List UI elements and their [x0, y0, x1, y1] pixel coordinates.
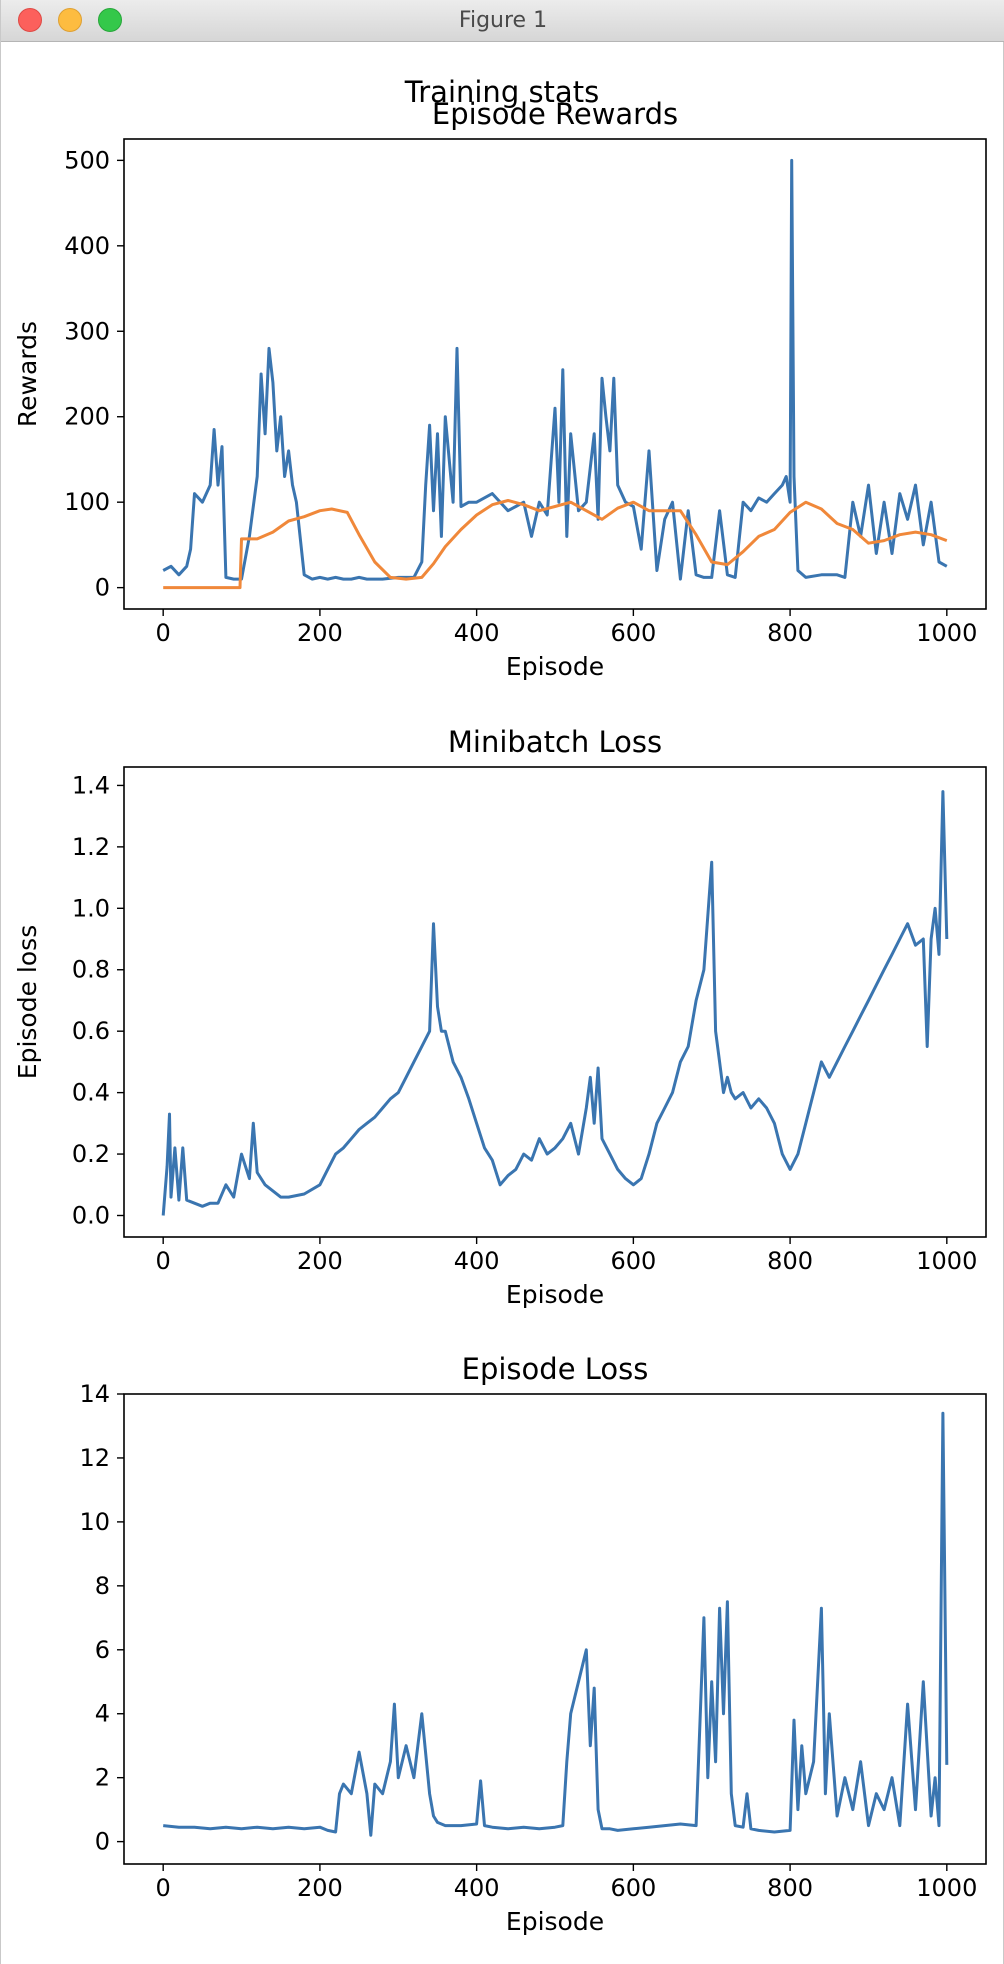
x-tick-label: 0: [156, 1247, 171, 1275]
x-tick-label: 800: [767, 619, 813, 647]
x-tick-label: 200: [297, 619, 343, 647]
figure-suptitle: Training stats: [404, 75, 599, 109]
y-tick-label: 10: [79, 1508, 110, 1536]
x-tick-label: 1000: [916, 619, 977, 647]
axes-frame: [123, 138, 987, 610]
y-tick-label: 12: [79, 1444, 110, 1472]
x-tick-label: 0: [156, 619, 171, 647]
chart-title: Minibatch Loss: [448, 725, 662, 759]
y-tick-label: 0.8: [72, 956, 110, 984]
close-window-button[interactable]: [18, 8, 42, 32]
y-tick-label: 500: [64, 146, 110, 174]
series-line-1: [162, 158, 948, 581]
y-tick-label: 100: [64, 488, 110, 516]
y-tick-label: 1.4: [72, 771, 110, 799]
y-tick-label: 0.0: [72, 1201, 110, 1229]
x-axis-label: Episode: [506, 1280, 604, 1309]
y-tick-label: 400: [64, 232, 110, 260]
zoom-window-button[interactable]: [98, 8, 122, 32]
minimize-window-button[interactable]: [58, 8, 82, 32]
x-tick-label: 200: [297, 1247, 343, 1275]
series-line-1: [161, 790, 949, 1216]
x-tick-label: 400: [454, 1247, 500, 1275]
x-tick-label: 800: [767, 1247, 813, 1275]
x-tick-label: 0: [156, 1874, 171, 1902]
chart-panel-2: Minibatch Loss 0 200 400 600 800 1000 0.0 0.2 0.4…: [13, 725, 987, 1309]
y-tick-label: 0.6: [72, 1017, 110, 1045]
x-axis-label: Episode: [506, 652, 604, 681]
x-tick-label: 400: [454, 619, 500, 647]
y-tick-label: 4: [95, 1700, 110, 1728]
x-tick-label: 200: [297, 1874, 343, 1902]
y-tick-label: 300: [64, 317, 110, 345]
y-tick-label: 14: [79, 1380, 110, 1408]
y-axis-label: Rewards: [13, 321, 42, 427]
x-tick-label: 600: [610, 1874, 656, 1902]
x-axis-label: Episode: [506, 1907, 604, 1936]
y-tick-label: 0.4: [72, 1079, 110, 1107]
y-tick-label: 200: [64, 403, 110, 431]
window-title: Figure 1: [458, 8, 548, 33]
chart-panel-3: Episode Loss 0 200 400 600 800 1000 0 2 4 6 8 10 12 14…: [79, 1352, 987, 1936]
axes-frame: [123, 766, 987, 1238]
y-tick-label: 1.2: [72, 833, 110, 861]
y-tick-label: 8: [95, 1572, 110, 1600]
x-tick-label: 800: [767, 1874, 813, 1902]
x-tick-label: 1000: [916, 1247, 977, 1275]
x-tick-label: 1000: [916, 1874, 977, 1902]
y-tick-label: 0: [95, 1828, 110, 1856]
y-tick-label: 0.2: [72, 1140, 110, 1168]
x-tick-label: 400: [454, 1874, 500, 1902]
y-tick-label: 6: [95, 1636, 110, 1664]
series-line-2: [163, 499, 948, 590]
y-tick-label: 0: [95, 574, 110, 602]
x-tick-label: 600: [610, 1247, 656, 1275]
y-tick-label: 2: [95, 1764, 110, 1792]
y-tick-label: 1.0: [72, 894, 110, 922]
y-axis-label: Episode loss: [13, 925, 42, 1079]
title-bar: Figure 1: [1, 0, 1004, 42]
axes-frame: [123, 1393, 987, 1865]
chart-panel-1: Episode Rewards 0 200 400 600 800 1000 0 100 200 3…: [13, 97, 987, 681]
chart-title: Episode Loss: [462, 1352, 649, 1386]
chart-title: Episode Rewards: [432, 97, 678, 131]
series-line-1: [163, 1411, 949, 1837]
x-tick-label: 600: [610, 619, 656, 647]
